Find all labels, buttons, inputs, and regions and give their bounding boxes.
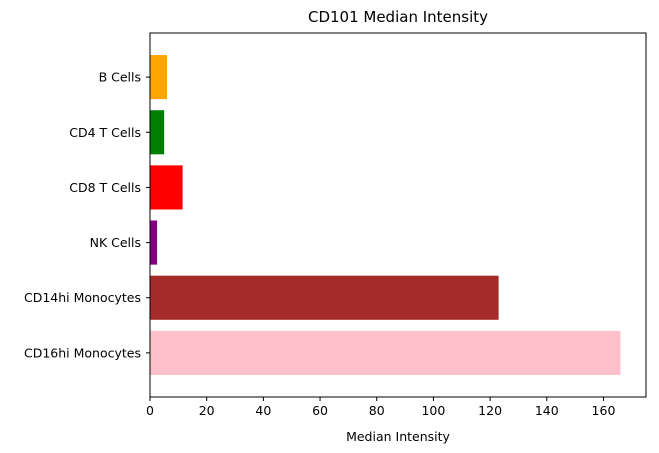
bar-cd16hi-monocytes: [150, 330, 621, 375]
bars-layer: [150, 55, 621, 375]
bar-cd8-t-cells: [150, 165, 183, 210]
y-tick-label: CD14hi Monocytes: [24, 290, 141, 305]
chart-title: CD101 Median Intensity: [308, 8, 488, 26]
y-tick-label: B Cells: [99, 70, 141, 85]
bar-b-cells: [150, 55, 168, 100]
bar-nk-cells: [150, 220, 158, 265]
y-tick-label: CD8 T Cells: [69, 180, 141, 195]
y-axis: B Cells CD4 T Cells CD8 T Cells NK Cells CD1…: [24, 70, 150, 360]
x-tick-label: 20: [199, 403, 215, 418]
x-tick-label: 40: [255, 403, 271, 418]
x-tick-label: 60: [312, 403, 328, 418]
y-tick-label: NK Cells: [90, 235, 141, 250]
y-tick-label: CD4 T Cells: [69, 125, 141, 140]
x-tick-label: 0: [146, 403, 154, 418]
x-axis-label: Median Intensity: [346, 429, 450, 444]
x-tick-label: 160: [592, 403, 616, 418]
x-axis: 0 20 40 60 80 100 120 140 160: [146, 397, 615, 418]
bar-cd4-t-cells: [150, 110, 165, 155]
x-tick-label: 140: [535, 403, 559, 418]
x-tick-label: 80: [369, 403, 385, 418]
x-tick-label: 120: [478, 403, 502, 418]
y-tick-label: CD16hi Monocytes: [24, 345, 141, 360]
bar-cd14hi-monocytes: [150, 275, 499, 320]
plot-frame: [149, 32, 647, 398]
x-tick-label: 100: [421, 403, 445, 418]
